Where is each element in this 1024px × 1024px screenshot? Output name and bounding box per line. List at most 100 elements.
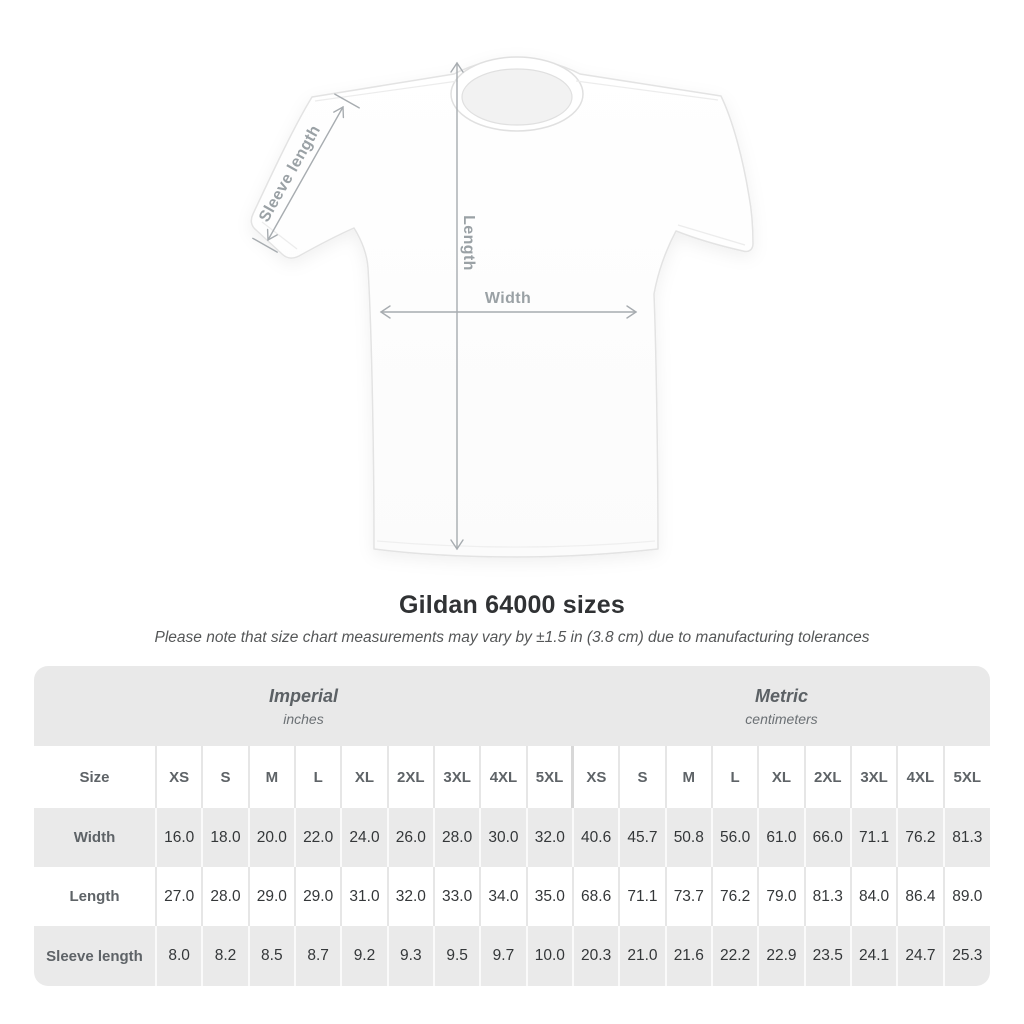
value-cell: 68.6 [571,867,620,926]
value-cell: 8.0 [154,926,203,986]
imperial-size-header: 5XL [525,746,573,808]
value-cell: 28.0 [201,867,249,926]
value-cell: 20.0 [247,808,295,867]
value-cell: 21.0 [618,926,666,986]
imperial-size-header: L [293,746,342,808]
metric-unit: centimeters [745,710,818,727]
imperial-size-header: 2XL [386,746,434,808]
value-cell: 32.0 [525,808,573,867]
value-cell: 32.0 [386,867,434,926]
tshirt-svg: Sleeve length Length Width [250,56,754,558]
value-cell: 50.8 [664,808,712,867]
tshirt-illustration: Sleeve length Length Width [250,56,754,558]
size-chart: Imperial inches Metric centimeters Size … [34,666,990,986]
imperial-size-header: XL [340,746,388,808]
value-cell: 18.0 [201,808,249,867]
metric-size-header: 4XL [896,746,944,808]
imperial-size-header: M [247,746,295,808]
value-cell: 76.2 [896,808,944,867]
row-label-sleeve-length: Sleeve length [34,926,156,986]
value-cell: 33.0 [432,867,481,926]
value-cell: 84.0 [849,867,898,926]
value-cell: 25.3 [942,926,990,986]
value-cell: 81.3 [803,867,851,926]
value-cell: 9.3 [386,926,434,986]
tshirt-body [250,58,754,558]
value-cell: 21.6 [664,926,712,986]
tshirt-graphic [250,56,754,558]
table-row-length: Length 27.0 28.0 29.0 29.0 31.0 32.0 33.… [34,867,990,926]
page-subtitle: Please note that size chart measurements… [154,629,870,646]
imperial-size-header: 3XL [432,746,481,808]
imperial-unit: inches [283,710,324,727]
shoulder-seam-left [314,80,459,102]
value-cell: 22.0 [293,808,342,867]
metric-size-header: 3XL [849,746,898,808]
unit-header-imperial: Imperial inches [34,666,573,746]
value-cell: 24.7 [896,926,944,986]
value-cell: 40.6 [571,808,620,867]
length-label: Length [460,215,477,271]
value-cell: 76.2 [710,867,759,926]
row-label-width: Width [34,808,156,867]
row-label-length: Length [34,867,156,926]
value-cell: 86.4 [896,867,944,926]
value-cell: 9.5 [432,926,481,986]
value-cell: 24.1 [849,926,898,986]
value-cell: 10.0 [525,926,573,986]
value-cell: 26.0 [386,808,434,867]
value-cell: 79.0 [757,867,805,926]
sleeve-length-arrow [252,93,360,253]
size-column-header: Size [34,746,156,808]
imperial-size-header: S [201,746,249,808]
value-cell: 61.0 [757,808,805,867]
value-cell: 34.0 [479,867,527,926]
shoulder-seam-right [575,80,719,101]
metric-size-header: XL [757,746,805,808]
value-cell: 71.1 [618,867,666,926]
imperial-size-header: 4XL [479,746,527,808]
value-cell: 71.1 [849,808,898,867]
heading: Gildan 64000 sizes Please note that size… [0,591,1024,647]
table-row-width: Width 16.0 18.0 20.0 22.0 24.0 26.0 28.0… [34,808,990,867]
value-cell: 27.0 [154,867,203,926]
collar-inner [461,68,573,126]
metric-title: Metric [754,685,808,706]
value-cell: 22.9 [757,926,805,986]
metric-size-header: L [710,746,759,808]
measurement-annotations [252,61,638,551]
value-cell: 20.3 [571,926,620,986]
metric-size-header: XS [571,746,620,808]
unit-header-metric: Metric centimeters [572,666,990,746]
bottom-hem-stitch [376,540,656,548]
value-cell: 73.7 [664,867,712,926]
value-cell: 81.3 [942,808,990,867]
value-cell: 16.0 [154,808,203,867]
value-cell: 30.0 [479,808,527,867]
value-cell: 8.5 [247,926,295,986]
table-row-sleeve-length: Sleeve length 8.0 8.2 8.5 8.7 9.2 9.3 9.… [34,926,990,986]
metric-size-header: M [664,746,712,808]
sleeve-hem-left [261,221,298,250]
value-cell: 23.5 [803,926,851,986]
value-cell: 9.2 [340,926,388,986]
value-cell: 66.0 [803,808,851,867]
size-chart-table: Imperial inches Metric centimeters Size … [34,666,990,986]
value-cell: 31.0 [340,867,388,926]
value-cell: 24.0 [340,808,388,867]
width-label: Width [485,290,531,307]
value-cell: 56.0 [710,808,759,867]
value-cell: 8.7 [293,926,342,986]
value-cell: 8.2 [201,926,249,986]
value-cell: 89.0 [942,867,990,926]
value-cell: 45.7 [618,808,666,867]
imperial-title: Imperial [268,685,338,706]
value-cell: 29.0 [247,867,295,926]
width-arrow [379,305,638,319]
metric-size-header: S [618,746,666,808]
value-cell: 29.0 [293,867,342,926]
sleeve-hem-right [677,224,746,246]
value-cell: 22.2 [710,926,759,986]
value-cell: 28.0 [432,808,481,867]
